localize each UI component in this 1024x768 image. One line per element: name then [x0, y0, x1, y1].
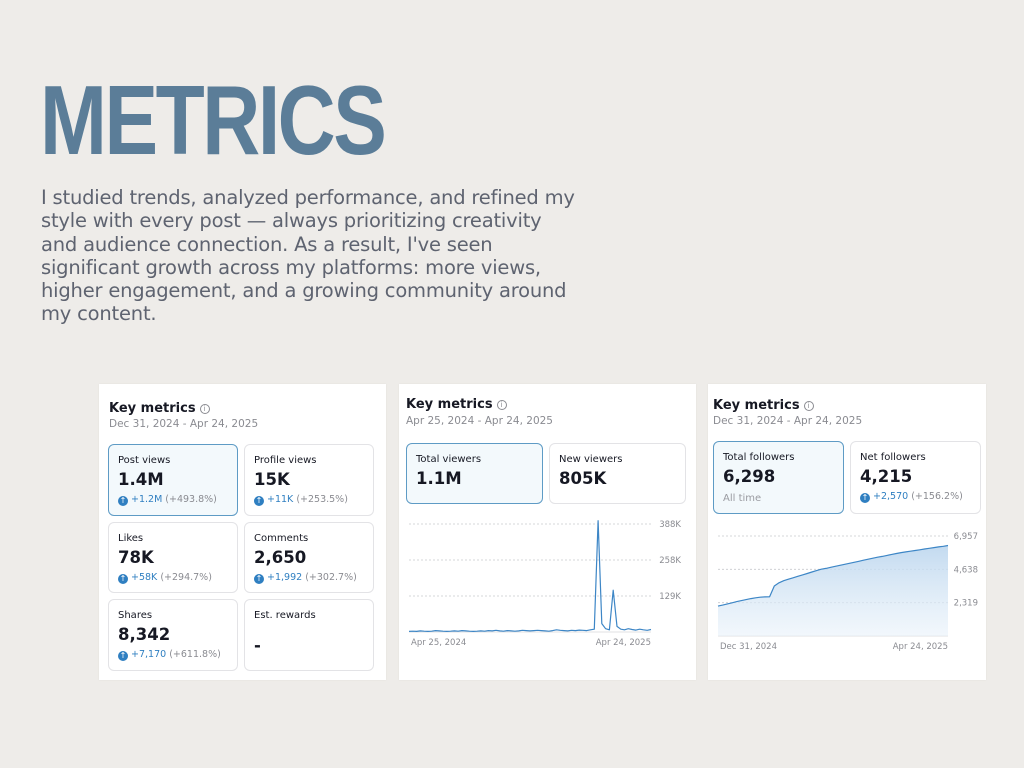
metric-value: 805K [559, 469, 607, 488]
metric-label: Est. rewards [254, 610, 316, 621]
series-line [717, 544, 949, 607]
metric-label: Profile views [254, 455, 317, 466]
metric-label: Net followers [860, 452, 926, 463]
date-range: Dec 31, 2024 - Apr 24, 2025 [713, 415, 863, 427]
viewers-line-chart: 129K 258K 388K Apr 25, 2024 Apr 24, 2025 [408, 520, 681, 648]
metric-value: 8,342 [118, 625, 171, 644]
metric-label: Post views [118, 455, 171, 466]
arrow-up-icon: ↑ [254, 574, 264, 584]
metric-card-net-followers[interactable]: Net followers 4,215 ↑ +2,570 (+156.2%) [850, 441, 981, 514]
x-tick-label: Apr 25, 2024 [411, 638, 466, 648]
y-tick-label: 258K [659, 556, 681, 566]
metric-card-new-viewers[interactable]: New viewers 805K [549, 443, 686, 504]
panel-title: Key metrics i [406, 397, 507, 412]
metric-value: 1.4M [118, 470, 164, 489]
metric-change: ↑ +11K (+253.5%) [254, 494, 348, 506]
metric-card-post-views[interactable]: Post views 1.4M ↑ +1.2M (+493.8%) [108, 444, 238, 516]
metric-label: New viewers [559, 454, 623, 465]
key-metrics-panel-engagement: Key metrics i Dec 31, 2024 - Apr 24, 2025… [99, 384, 386, 680]
y-tick-label: 4,638 [954, 565, 978, 575]
metric-label: Shares [118, 610, 153, 621]
followers-area-chart: 2,319 4,638 6,957 Dec 31, 2024 Apr 24, 2025 [717, 532, 978, 652]
arrow-up-icon: ↑ [118, 651, 128, 661]
panel-title: Key metrics i [713, 398, 814, 413]
metric-card-likes[interactable]: Likes 78K ↑ +58K (+294.7%) [108, 522, 238, 593]
x-tick-label: Apr 24, 2025 [893, 642, 948, 652]
metric-label: Likes [118, 533, 144, 544]
metric-change: ↑ +1.2M (+493.8%) [118, 494, 217, 506]
arrow-up-icon: ↑ [860, 493, 870, 503]
page-title: METRICS [40, 65, 387, 175]
metric-value: 78K [118, 548, 154, 567]
y-tick-label: 6,957 [954, 532, 978, 542]
metric-card-comments[interactable]: Comments 2,650 ↑ +1,992 (+302.7%) [244, 522, 374, 593]
series-area [718, 545, 948, 636]
metric-value: - [254, 636, 261, 655]
y-tick-label: 129K [659, 592, 681, 602]
metric-subtext: All time [723, 493, 762, 504]
metric-value: 6,298 [723, 467, 776, 486]
panel-title: Key metrics i [109, 401, 210, 416]
metric-change: ↑ +7,170 (+611.8%) [118, 649, 221, 661]
metric-value: 1.1M [416, 469, 462, 488]
metric-value: 15K [254, 470, 290, 489]
metric-card-shares[interactable]: Shares 8,342 ↑ +7,170 (+611.8%) [108, 599, 238, 671]
metric-label: Comments [254, 533, 309, 544]
arrow-up-icon: ↑ [118, 496, 128, 506]
metric-change: ↑ +1,992 (+302.7%) [254, 572, 357, 584]
y-tick-label: 388K [659, 520, 681, 530]
arrow-up-icon: ↑ [118, 574, 128, 584]
metric-card-total-followers[interactable]: Total followers 6,298 All time [713, 441, 844, 514]
info-icon[interactable]: i [199, 404, 210, 414]
metric-change: ↑ +2,570 (+156.2%) [860, 491, 963, 503]
metric-label: Total viewers [416, 454, 482, 465]
metric-value: 4,215 [860, 467, 913, 486]
series-line [408, 520, 652, 632]
metric-label: Total followers [723, 452, 795, 463]
date-range: Apr 25, 2024 - Apr 24, 2025 [406, 415, 553, 427]
key-metrics-panel-viewers: Key metrics i Apr 25, 2024 - Apr 24, 2025… [399, 384, 696, 680]
arrow-up-icon: ↑ [254, 496, 264, 506]
y-tick-label: 2,319 [954, 599, 978, 609]
metric-card-est-rewards[interactable]: Est. rewards - [244, 599, 374, 671]
info-icon[interactable]: i [803, 401, 814, 411]
x-tick-label: Apr 24, 2025 [596, 638, 651, 648]
intro-text: I studied trends, analyzed performance, … [41, 186, 575, 326]
metric-card-profile-views[interactable]: Profile views 15K ↑ +11K (+253.5%) [244, 444, 374, 516]
info-icon[interactable]: i [496, 400, 507, 410]
x-tick-label: Dec 31, 2024 [720, 642, 777, 652]
date-range: Dec 31, 2024 - Apr 24, 2025 [109, 418, 259, 430]
metric-change: ↑ +58K (+294.7%) [118, 572, 212, 584]
metric-value: 2,650 [254, 548, 307, 567]
metric-card-total-viewers[interactable]: Total viewers 1.1M [406, 443, 543, 504]
key-metrics-panel-followers: Key metrics i Dec 31, 2024 - Apr 24, 2025… [708, 384, 986, 680]
